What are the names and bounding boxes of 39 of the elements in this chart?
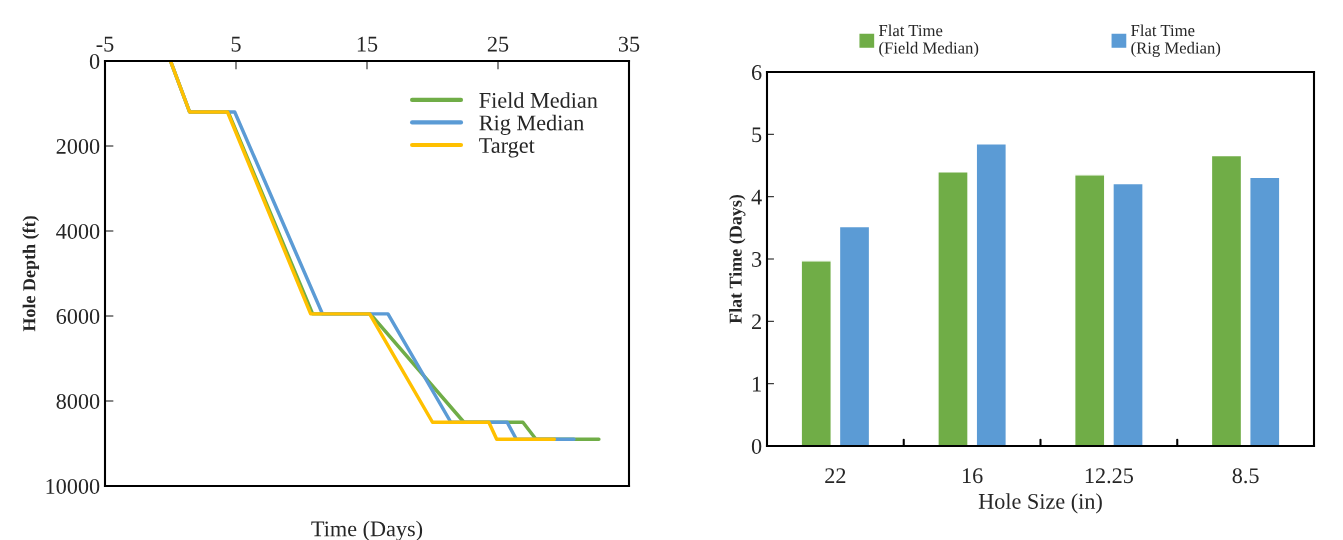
x-tick-label: 22 [825, 468, 846, 483]
y-tick-label: 4 [751, 189, 762, 205]
y-tick-label: 8000 [56, 393, 100, 409]
y-tick-label: 2000 [56, 138, 100, 154]
x-tick-label: 25 [487, 36, 509, 52]
x-tick-label: 15 [357, 36, 378, 52]
bar [1073, 174, 1106, 446]
x-tick-label: 16 [962, 468, 983, 484]
x-tick-label: 5 [231, 36, 241, 52]
bar [1112, 182, 1144, 446]
legend-label: Field Median [479, 92, 598, 108]
x-tick-label: 8.5 [1232, 468, 1259, 484]
x-tick-label: 35 [618, 36, 640, 52]
legend-label: Flat Time (Rig Median) [1131, 24, 1221, 57]
y-axis-title: Hole Depth (ft) [22, 216, 40, 332]
y-tick-label: 4000 [56, 223, 100, 239]
y-tick-label: 10000 [46, 478, 100, 494]
bar [1249, 176, 1281, 446]
y-tick-label: 5 [752, 127, 762, 143]
y-tick-label: 6000 [56, 308, 100, 324]
x-tick-label: -5 [96, 36, 114, 52]
bar [937, 171, 969, 446]
y-axis-title: Flat Time (Days) [729, 194, 746, 324]
y-tick-label: 0 [89, 53, 100, 69]
legend-label: Target [479, 138, 535, 158]
legend-label: Flat Time (Field Median) [878, 24, 979, 57]
legend-label: Rig Median [479, 114, 584, 135]
x-axis-title: Time (Days) [311, 520, 423, 540]
bar [838, 225, 871, 446]
y-tick-label: 0 [751, 438, 762, 454]
y-tick-label: 6 [751, 64, 762, 80]
bar [975, 142, 1008, 446]
x-tick-label: 12.25 [1085, 468, 1134, 484]
y-tick-label: 2 [752, 314, 761, 330]
bar [800, 260, 832, 446]
bar [1210, 154, 1243, 446]
y-tick-label: 3 [752, 251, 762, 267]
y-tick-label: 1 [752, 376, 761, 392]
x-axis-title: Hole Size (in) [978, 493, 1102, 514]
